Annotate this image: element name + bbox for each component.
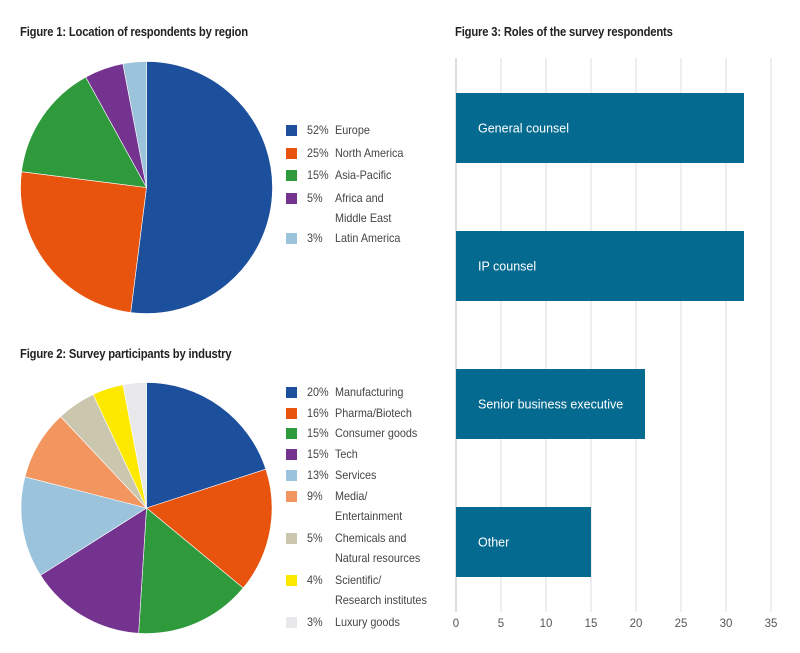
legend-swatch: [286, 147, 297, 159]
legend-label: Chemicals and Natural resources: [335, 530, 421, 565]
legend-item-luxury-goods: 3% Luxury goods: [286, 615, 407, 632]
legend-item-asia-pacific: 15% Asia-Pacific: [286, 168, 398, 185]
legend-percent: 5%: [307, 530, 323, 545]
x-tick-label: 5: [498, 618, 504, 630]
pie-slice-luxury-goods: [122, 382, 147, 509]
legend-label: Asia-Pacific: [335, 168, 392, 182]
legend-label: Latin America: [335, 230, 401, 245]
pie-slice-pharma-biotech: [145, 468, 273, 589]
pie-slice-consumer-goods: [138, 507, 244, 634]
legend-percent: 3%: [307, 230, 323, 245]
legend-swatch: [286, 574, 297, 586]
legend-percent: 4%: [307, 572, 323, 587]
figure-3-title: Figure 3: Roles of the survey respondent…: [455, 25, 673, 39]
legend-label: North America: [335, 145, 404, 160]
region-pie-chart: [20, 61, 273, 314]
legend-item-north-america: 25% North America: [286, 146, 411, 163]
bar-other: [456, 507, 591, 577]
legend-percent: 52%: [307, 123, 329, 137]
pie-slice-tech: [40, 507, 147, 634]
bar-label: General counsel: [478, 122, 569, 136]
legend-item-chemicals-and-natural-resources: 5% Chemicals and Natural resources: [286, 531, 430, 568]
legend-label: Services: [335, 467, 377, 482]
legend-swatch: [286, 192, 297, 204]
bar-label: Other: [478, 536, 509, 550]
legend-swatch: [286, 490, 297, 502]
pie-slice-manufacturing: [146, 382, 267, 509]
legend-percent: 15%: [307, 426, 329, 441]
bar-ip-counsel: [456, 231, 744, 301]
pie-slice-europe: [130, 61, 273, 314]
legend-label: Tech: [335, 447, 358, 462]
legend-swatch: [286, 387, 297, 398]
legend-label: Africa and Middle East: [335, 190, 392, 225]
x-tick-label: 25: [675, 618, 688, 630]
pie-slice-services: [20, 476, 148, 576]
pie-slice-asia-pacific: [21, 76, 148, 188]
legend-item-manufacturing: 20% Manufacturing: [286, 385, 411, 402]
legend-item-africa-and-middle-east: 5% Africa and Middle East: [286, 191, 398, 228]
legend-swatch: [286, 232, 297, 244]
legend-percent: 13%: [307, 467, 329, 482]
x-tick-label: 0: [453, 618, 459, 630]
legend-percent: 20%: [307, 385, 329, 399]
industry-pie-chart: [20, 382, 273, 634]
legend-label: Scientific/ Research institutes: [335, 572, 427, 607]
pie-slice-latin-america: [122, 61, 147, 188]
legend-swatch: [286, 125, 297, 136]
legend-percent: 9%: [307, 488, 323, 503]
x-tick-label: 15: [585, 618, 598, 630]
x-tick-label: 30: [720, 618, 733, 630]
legend-item-tech: 15% Tech: [286, 447, 360, 464]
legend-percent: 15%: [307, 447, 329, 462]
bar-senior-business-executive: [456, 369, 645, 439]
legend-item-media-entertainment: 9% Media/ Entertainment: [286, 489, 410, 526]
legend-label: Pharma/Biotech: [335, 405, 412, 420]
legend-label: Consumer goods: [335, 426, 418, 441]
legend-swatch: [286, 532, 297, 544]
x-tick-label: 35: [765, 618, 778, 630]
legend-swatch: [286, 428, 297, 440]
legend-percent: 16%: [307, 405, 329, 420]
legend-item-scientific-research-institutes: 4% Scientific/ Research institutes: [286, 573, 437, 610]
legend-label: Media/ Entertainment: [335, 488, 403, 523]
bar-label: IP counsel: [478, 260, 536, 274]
pie-slice-north-america: [20, 171, 147, 313]
legend-item-europe: 52% Europe: [286, 123, 374, 140]
x-tick-label: 10: [540, 618, 553, 630]
bar-label: Senior business executive: [478, 398, 623, 412]
legend-swatch: [286, 469, 297, 481]
legend-percent: 25%: [307, 145, 329, 160]
legend-swatch: [286, 616, 297, 628]
x-tick-label: 20: [630, 618, 643, 630]
figure-2-title: Figure 2: Survey participants by industr…: [20, 347, 232, 361]
legend-label: Europe: [335, 123, 370, 137]
legend-item-consumer-goods: 15% Consumer goods: [286, 426, 426, 443]
legend-item-pharma-biotech: 16% Pharma/Biotech: [286, 406, 420, 423]
legend-percent: 5%: [307, 190, 323, 205]
legend-item-latin-america: 3% Latin America: [286, 231, 408, 248]
bar-general-counsel: [456, 93, 744, 163]
figure-1-title: Figure 1: Location of respondents by reg…: [20, 25, 248, 39]
legend-swatch: [286, 407, 297, 419]
legend-percent: 3%: [307, 614, 323, 629]
legend-label: Luxury goods: [335, 614, 400, 629]
legend-label: Manufacturing: [335, 385, 404, 399]
legend-item-services: 13% Services: [286, 468, 381, 485]
legend-swatch: [286, 170, 297, 181]
legend-percent: 15%: [307, 168, 329, 182]
legend-swatch: [286, 449, 297, 461]
